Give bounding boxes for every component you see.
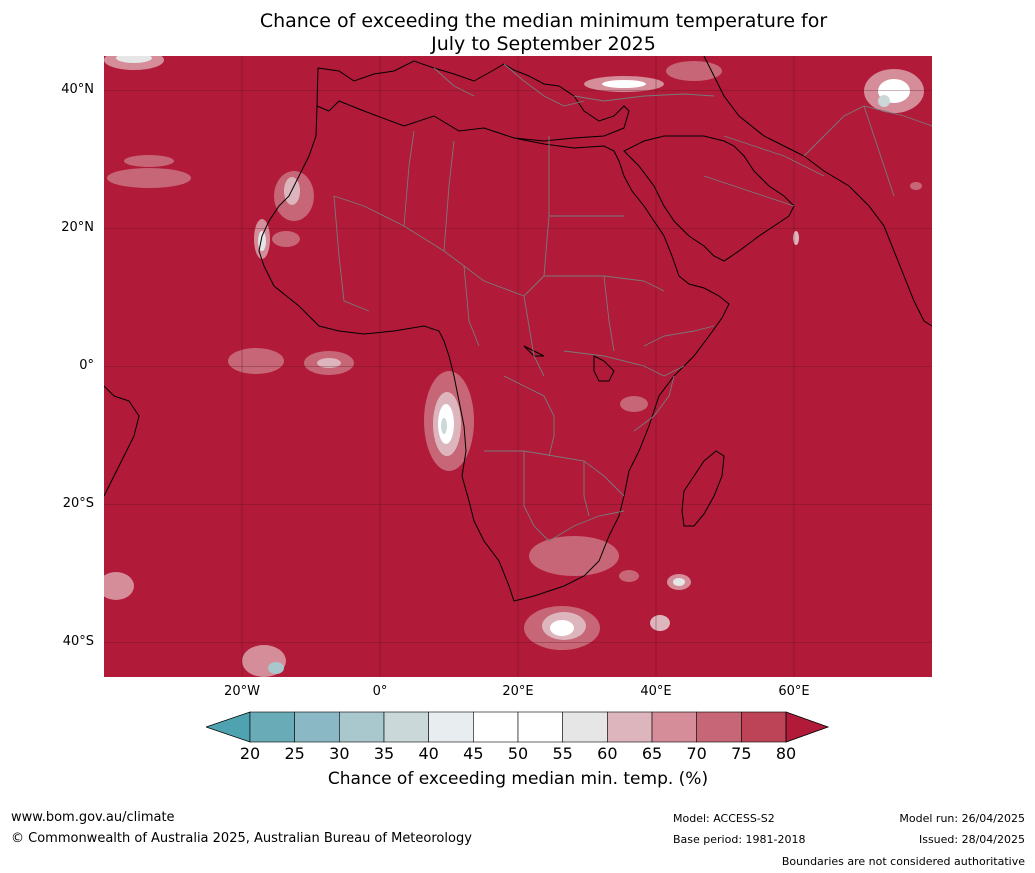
lon-label-20e: 20°E [502,684,534,699]
colorbar [206,711,830,743]
colorbar-segment [696,711,742,743]
title-line-2: July to September 2025 [431,33,656,55]
graticule [104,56,932,677]
colorbar-tick-label: 75 [731,744,752,763]
title-line-1: Chance of exceeding the median minimum t… [259,10,828,32]
colorbar-tick-label: 50 [507,744,529,763]
colorbar-segment [428,711,474,743]
colorbar-tick-label: 35 [373,744,395,763]
lon-label-0: 0° [372,684,388,699]
copyright-text: © Commonwealth of Australia 2025, Austra… [11,831,472,846]
colorbar-segment [339,711,385,743]
coastlines [104,56,932,602]
colorbar-segment [383,711,429,743]
colorbar-tick-label: 20 [239,744,261,763]
lon-label-60e: 60°E [778,684,810,699]
colorbar-tick-label: 30 [329,744,350,763]
lat-label-0: 0° [79,358,94,373]
country-boundaries [333,63,932,542]
colorbar-segment [473,711,519,743]
probability-map [104,56,932,677]
colorbar-over-arrow [785,711,830,743]
model-run-text: Model run: 26/04/2025 [899,812,1025,825]
probability-patches [104,56,924,677]
lat-label-40n: 40°N [61,82,94,97]
website-link[interactable]: www.bom.gov.au/climate [11,810,175,825]
colorbar-tick-label: 60 [597,744,618,763]
colorbar-tick-label: 25 [284,744,305,763]
lon-label-20w: 20°W [224,684,260,699]
issued-text: Issued: 28/04/2025 [918,833,1025,846]
colorbar-tick-label: 45 [463,744,484,763]
colorbar-segment [562,711,608,743]
disclaimer-text: Boundaries are not considered authoritat… [781,855,1025,868]
colorbar-tick-label: 55 [552,744,573,763]
colorbar-segment [294,711,340,743]
base-period-text: Base period: 1981-2018 [673,833,806,846]
lat-label-20n: 20°N [61,220,94,235]
colorbar-tick-label: 80 [775,744,797,763]
lat-label-20s: 20°S [62,496,94,511]
colorbar-label: Chance of exceeding median min. temp. (%… [327,769,709,789]
colorbar-tick-label: 40 [418,744,439,763]
colorbar-segment [607,711,653,743]
colorbar-segment [249,711,295,743]
map-title: Chance of exceeding the median minimum t… [0,10,1035,56]
colorbar-under-arrow [206,711,251,743]
colorbar-tick-label: 70 [686,744,707,763]
colorbar-segment [517,711,563,743]
model-text: Model: ACCESS-S2 [673,812,775,825]
lat-label-40s: 40°S [62,634,94,649]
lon-label-40e: 40°E [640,684,672,699]
map-canvas [104,56,932,677]
colorbar-tick-label: 65 [641,744,663,763]
colorbar-segment [651,711,697,743]
colorbar-segment [741,711,787,743]
